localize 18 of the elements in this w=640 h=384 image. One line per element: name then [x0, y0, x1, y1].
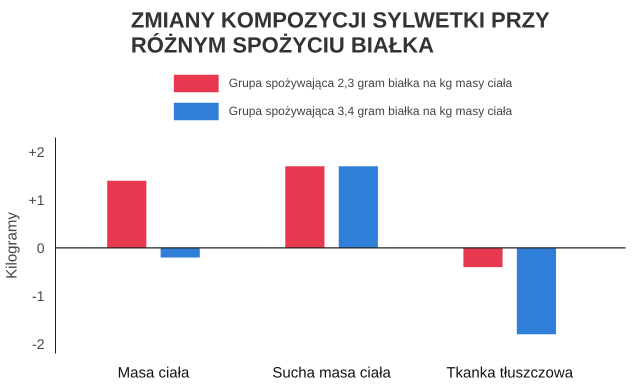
y-tick-label: -1: [32, 288, 45, 304]
y-tick-label: 0: [36, 240, 45, 256]
bar: [463, 248, 503, 268]
legend-label: Grupa spożywająca 2,3 gram białka na kg masy ciała: [228, 76, 512, 90]
bar: [338, 166, 378, 248]
y-tick-label: +2: [28, 144, 45, 160]
legend-label: Grupa spożywająca 3,4 gram białka na kg masy ciała: [228, 104, 512, 118]
x-tick-label: Masa ciała: [118, 364, 190, 382]
x-tick-label: Sucha masa ciała: [272, 364, 392, 382]
chart-title: ZMIANY KOMPOZYCJI SYLWETKI PRZY RÓŻNYM SPOŻYCIU BIAŁKA: [130, 8, 550, 58]
y-tick-label: +1: [28, 192, 45, 208]
bar: [160, 248, 200, 258]
bar: [285, 166, 324, 248]
bar: [516, 248, 556, 334]
y-tick-label: -2: [32, 336, 45, 352]
x-tick-label: Tkanka tłuszczowa: [446, 364, 574, 382]
y-axis-title: Kilogramy: [4, 212, 21, 279]
bar: [107, 180, 146, 248]
